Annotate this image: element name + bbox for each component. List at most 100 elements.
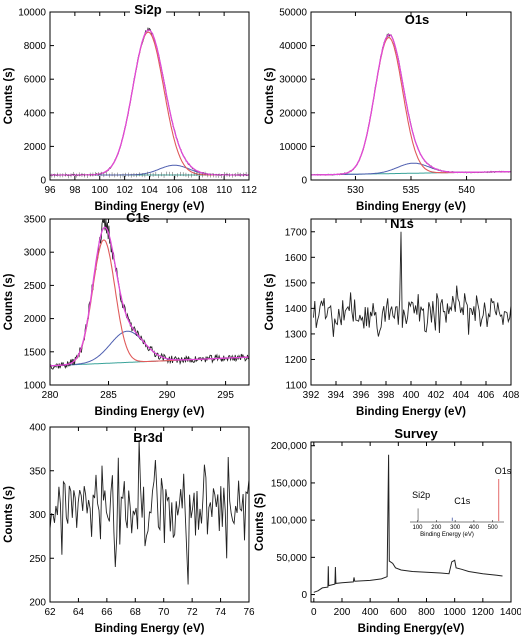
si2p-xtick-label: 98 — [69, 185, 81, 196]
n1s-xtick-label: 400 — [403, 390, 420, 401]
n1s-ytick-label: 1300 — [285, 329, 308, 340]
c1s-raw-spectrum — [50, 219, 249, 370]
n1s-ytick-label: 1500 — [285, 278, 308, 289]
c1s-ytick-label: 1000 — [24, 381, 47, 392]
survey-xtick-label: 400 — [362, 607, 379, 618]
si2p-axes-frame — [49, 11, 250, 181]
survey-ytick-label: 0 — [301, 590, 307, 601]
si2p-main-peak — [50, 31, 249, 176]
o1s-envelope — [311, 33, 511, 176]
c1s-panel: 280 285 290 295 1000 1500 2000 2500 3000 3500 Bind… — [3, 210, 250, 418]
c1s-xtick-label: 290 — [159, 390, 176, 401]
n1s-xtick-label: 402 — [428, 390, 445, 401]
si2p-curves — [50, 26, 249, 179]
n1s-ytick-label: 1400 — [285, 304, 308, 315]
c1s-xtick-label: 285 — [100, 390, 117, 401]
survey-axes-frame — [310, 441, 512, 603]
survey-xtick-label: 1000 — [444, 607, 467, 618]
si2p-ytick-label: 0 — [40, 176, 46, 187]
br3d-ytick-label: 400 — [29, 423, 46, 434]
n1s-xlabel: Binding Energy (eV) — [356, 406, 466, 418]
br3d-xtick-label: 64 — [73, 607, 85, 618]
survey-inset-xtick-label: 300 — [450, 525, 461, 531]
si2p-xtick-label: 108 — [191, 185, 208, 196]
n1s-panel: 392 394 396 398 400 402 404 406 408 1100 1200 1300 1… — [264, 216, 520, 418]
c1s-ytick-label: 3000 — [24, 248, 47, 259]
survey-ytick-label: 100,000 — [271, 516, 308, 527]
n1s-xtick-label: 404 — [453, 390, 470, 401]
si2p-envelope — [50, 29, 249, 176]
survey-inset-xtick-label: 500 — [488, 525, 499, 531]
survey-xtick-label: 1200 — [472, 607, 495, 618]
o1s-xtick-label: 530 — [347, 185, 364, 196]
survey-title: Survey — [394, 426, 438, 441]
si2p-xtick-label: 110 — [216, 185, 232, 196]
o1s-ytick-label: 40000 — [279, 41, 307, 52]
n1s-xtick-label: 392 — [303, 390, 320, 401]
si2p-title: Si2p — [134, 2, 162, 17]
br3d-xtick-label: 66 — [101, 607, 113, 618]
c1s-axes-frame — [49, 218, 250, 386]
si2p-xtick-label: 112 — [241, 185, 257, 196]
si2p-ytick-label: 10000 — [18, 8, 46, 19]
survey-panel: 0 200 400 600 800 1000 1200 1400 0 50,000 100,000 1… — [254, 426, 521, 635]
br3d-curves — [50, 440, 249, 585]
survey-spectrum — [313, 454, 503, 593]
o1s-ytick-label: 30000 — [279, 75, 307, 86]
si2p-ytick-label: 4000 — [24, 108, 47, 119]
survey-ytick-label: 150,000 — [271, 478, 308, 489]
survey-ytick-label: 50,000 — [276, 553, 307, 564]
n1s-spectrum — [313, 231, 511, 337]
si2p-xtick-label: 100 — [91, 185, 108, 196]
br3d-ytick-label: 200 — [29, 598, 46, 609]
survey-xtick-label: 600 — [390, 607, 407, 618]
si2p-xtick-label: 102 — [116, 185, 133, 196]
n1s-ytick-label: 1200 — [285, 355, 308, 366]
si2p-title-bg — [130, 2, 166, 17]
si2p-ytick-label: 2000 — [24, 142, 47, 153]
o1s-title: O1s — [405, 12, 430, 27]
o1s-ytick-label: 0 — [301, 176, 307, 187]
c1s-ytick-label: 2000 — [24, 314, 47, 325]
c1s-ytick-label: 1500 — [24, 347, 47, 358]
br3d-xtick-label: 72 — [187, 607, 199, 618]
c1s-ytick-label: 2500 — [24, 281, 47, 292]
c1s-title: C1s — [126, 210, 150, 225]
o1s-axes-frame — [310, 11, 512, 181]
c1s-xtick-label: 295 — [217, 390, 234, 401]
si2p-secondary-peak — [50, 164, 249, 176]
si2p-ytick-label: 8000 — [24, 41, 47, 52]
survey-inset-label: O1s — [495, 466, 512, 476]
br3d-panel: 62 64 66 68 70 72 74 76 200 250 300 350 400 Binding E… — [3, 423, 255, 636]
o1s-xtick-label: 535 — [403, 185, 420, 196]
n1s-title: N1s — [390, 216, 414, 231]
br3d-title: Br3d — [133, 430, 163, 445]
survey-inset-xtick-label: 400 — [469, 525, 480, 531]
survey-xtick-label: 1400 — [500, 607, 521, 618]
br3d-xtick-label: 62 — [44, 607, 56, 618]
c1s-main-peak — [50, 239, 249, 367]
o1s-curves — [311, 33, 511, 176]
o1s-xtick-label: 540 — [458, 185, 475, 196]
o1s-panel: 530 535 540 0 10000 20000 30000 40000 50000 Bindi… — [264, 8, 512, 213]
survey-inset-xtick-label: 200 — [431, 525, 442, 531]
n1s-xtick-label: 394 — [328, 390, 345, 401]
survey-inset-xtick-label: 100 — [413, 525, 424, 531]
si2p-raw-spectrum — [50, 26, 249, 177]
o1s-main-peak — [311, 37, 511, 176]
br3d-xtick-label: 74 — [215, 607, 227, 618]
survey-inset-label: C1s — [454, 496, 471, 506]
n1s-xtick-label: 408 — [503, 390, 520, 401]
n1s-ytick-label: 1700 — [285, 227, 308, 238]
survey-inset-xlabel: Binding Energy (eV) — [420, 532, 474, 538]
o1s-ylabel: Counts (s) — [264, 67, 276, 124]
si2p-xtick-label: 96 — [44, 185, 56, 196]
survey-inset: 100 200 300 400 500 Binding Energy (eV) Si2p C1… — [410, 466, 512, 538]
c1s-curves — [50, 219, 249, 370]
o1s-ytick-label: 20000 — [279, 108, 307, 119]
br3d-xtick-label: 76 — [243, 607, 255, 618]
n1s-ylabel: Counts (s) — [264, 273, 276, 330]
n1s-xtick-label: 406 — [478, 390, 495, 401]
n1s-ytick-label: 1600 — [285, 253, 308, 264]
si2p-xtick-label: 106 — [166, 185, 183, 196]
